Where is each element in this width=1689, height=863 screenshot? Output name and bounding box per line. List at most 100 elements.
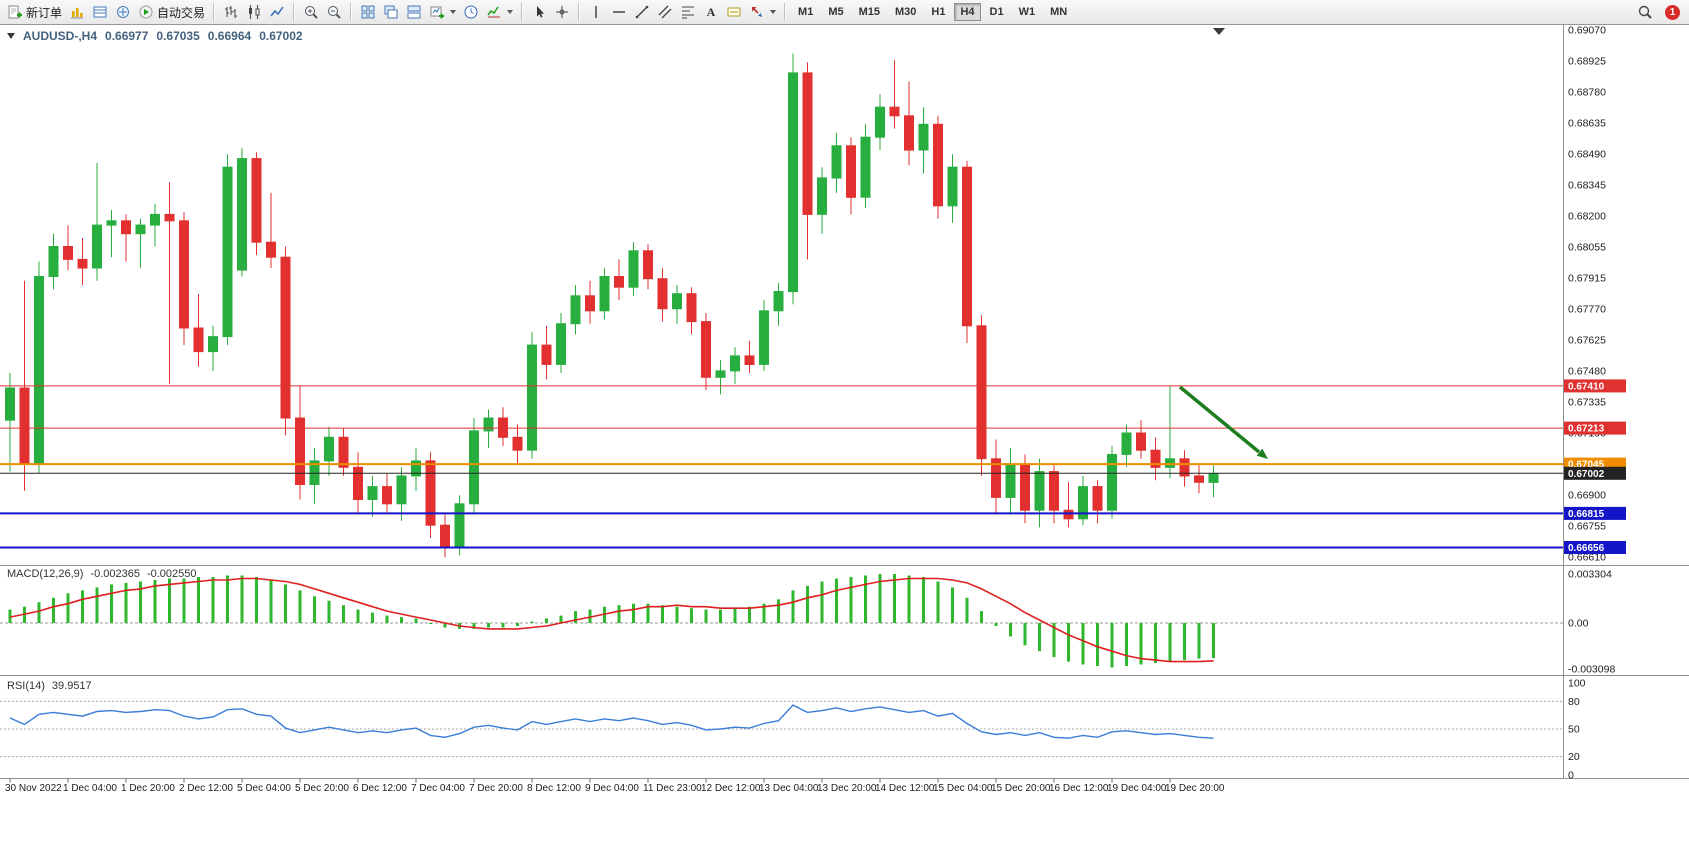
search-button[interactable]: [1634, 1, 1656, 24]
tile-windows-button[interactable]: [357, 1, 379, 24]
svg-text:0.68200: 0.68200: [1568, 211, 1606, 223]
chart-canvas[interactable]: 0.69070 0.68925 0.68780 0.68635 0.68490 0.683…: [0, 25, 1689, 863]
timeframe-button-m5[interactable]: M5: [828, 6, 844, 18]
chart-shift-marker-icon[interactable]: [1213, 28, 1225, 35]
fibonacci-button[interactable]: [677, 1, 699, 24]
svg-text:19 Dec 04:00: 19 Dec 04:00: [1107, 783, 1167, 794]
timeframe-button-h4[interactable]: H4: [954, 3, 981, 21]
cursor-button[interactable]: [528, 1, 550, 24]
candlestick: [1020, 454, 1030, 524]
data-window-icon: [92, 4, 108, 20]
new-chart-icon: [429, 4, 445, 20]
svg-text:0.68925: 0.68925: [1568, 56, 1606, 68]
svg-text:0.67045: 0.67045: [1568, 460, 1605, 471]
candlestick: [643, 244, 653, 290]
svg-text:0.67410: 0.67410: [1568, 381, 1605, 392]
line-chart-button[interactable]: [266, 1, 288, 24]
channel-button[interactable]: [654, 1, 676, 24]
clock-button[interactable]: [460, 1, 482, 24]
one-click-trading-toggle-icon[interactable]: [7, 33, 15, 39]
candlestick: [135, 218, 146, 268]
candlestick: [222, 154, 233, 346]
candlestick: [1034, 458, 1045, 528]
candlestick: [875, 94, 885, 151]
new-chart-button[interactable]: [426, 1, 459, 24]
autotrading-button[interactable]: 自动交易: [135, 1, 208, 24]
svg-text:1 Dec 20:00: 1 Dec 20:00: [121, 783, 175, 794]
candlestick-chart-button[interactable]: [243, 1, 265, 24]
text-button[interactable]: A: [700, 1, 722, 24]
cascade-windows-icon: [383, 4, 399, 20]
zoom-out-button[interactable]: [323, 1, 345, 24]
arrange-windows-button[interactable]: [403, 1, 425, 24]
svg-text:A: A: [707, 5, 716, 19]
svg-text:11 Dec 23:00: 11 Dec 23:00: [643, 783, 702, 794]
svg-text:0.68635: 0.68635: [1568, 118, 1606, 130]
price-line-label: 0.67410: [1564, 379, 1626, 393]
candlestick: [686, 287, 697, 335]
navigator-button[interactable]: [112, 1, 134, 24]
candlestick: [498, 407, 508, 446]
crosshair-button[interactable]: [551, 1, 573, 24]
trendline-button[interactable]: [631, 1, 653, 24]
candlestick: [1092, 480, 1103, 524]
vline-icon: [588, 4, 604, 20]
toolbar-separator: [784, 3, 787, 21]
vertical-line-button[interactable]: [585, 1, 607, 24]
candlestick: [614, 259, 624, 301]
data-window-button[interactable]: [89, 1, 111, 24]
market-watch-button[interactable]: [66, 1, 88, 24]
rsi-indicator-label: RSI(14) 39.9517: [7, 680, 92, 692]
svg-text:0.67625: 0.67625: [1568, 335, 1606, 347]
rsi-name: RSI(14): [7, 680, 45, 692]
candlestick: [817, 167, 827, 234]
toolbar-buttons: 新订单 自动交易 A M1 M5 M15 M30 H1 H4 D1 W1 MN: [4, 1, 1074, 24]
chevron-down-icon: [450, 10, 457, 14]
svg-text:30 Nov 2022: 30 Nov 2022: [5, 783, 62, 794]
indicators-button[interactable]: [483, 1, 516, 24]
timeframe-button-w1[interactable]: W1: [1018, 6, 1036, 18]
bar-chart-icon: [223, 4, 239, 20]
notifications-badge[interactable]: 1: [1665, 4, 1680, 20]
cascade-windows-button[interactable]: [380, 1, 402, 24]
zoom-in-button[interactable]: [300, 1, 322, 24]
new-order-button[interactable]: 新订单: [4, 1, 65, 24]
candlestick: [556, 313, 566, 373]
line-chart-icon: [269, 4, 285, 20]
svg-text:20: 20: [1568, 751, 1580, 763]
chart-window: 0.69070 0.68925 0.68780 0.68635 0.68490 0.683…: [0, 25, 1689, 863]
price-line-label: 0.67002: [1564, 466, 1626, 480]
toolbar-separator: [521, 3, 524, 21]
svg-text:0.66610: 0.66610: [1568, 552, 1606, 564]
bar-chart-button[interactable]: [220, 1, 242, 24]
label-button[interactable]: [723, 1, 745, 24]
fibonacci-icon: [680, 4, 696, 20]
trend-arrow-object[interactable]: [1178, 385, 1268, 459]
svg-text:0.68780: 0.68780: [1568, 87, 1606, 99]
candlestick: [860, 124, 871, 208]
chevron-down-icon: [770, 10, 777, 14]
arrows-button[interactable]: [746, 1, 779, 24]
zoom-out-icon: [326, 4, 342, 20]
candlestick: [1078, 475, 1088, 526]
label-icon: [726, 4, 742, 20]
candlestick: [309, 448, 320, 504]
candlestick: [1005, 448, 1016, 515]
candlestick: [1208, 465, 1219, 498]
timeframe-button-d1[interactable]: D1: [989, 6, 1004, 18]
timeframe-button-m1[interactable]: M1: [798, 6, 814, 18]
timeframe-button-m15[interactable]: M15: [858, 6, 880, 18]
autotrading-button-label: 自动交易: [157, 5, 206, 20]
timeframe-button-mn[interactable]: MN: [1050, 6, 1068, 18]
timeframe-button-h1[interactable]: H1: [931, 6, 946, 18]
candlestick: [1136, 420, 1146, 459]
candlestick: [454, 495, 465, 556]
horizontal-line-button[interactable]: [608, 1, 630, 24]
toolbar-right: 1: [1634, 1, 1685, 24]
timeframe-button-m30[interactable]: M30: [895, 6, 917, 18]
candlestick: [701, 313, 711, 391]
candlestick: [846, 137, 856, 215]
candlestick: [947, 154, 958, 223]
candlestick: [295, 385, 305, 500]
